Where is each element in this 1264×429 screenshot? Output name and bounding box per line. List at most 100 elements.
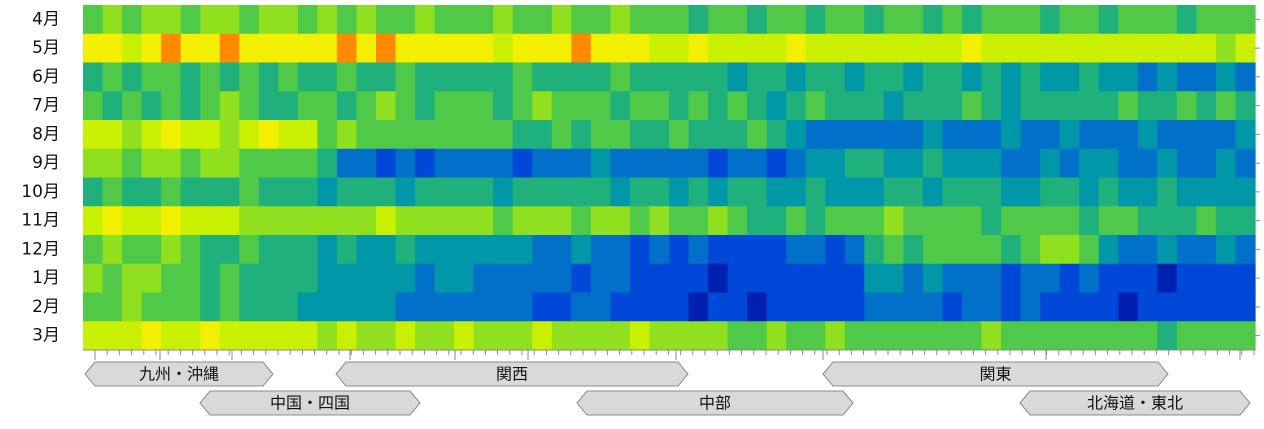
heat-cell bbox=[356, 292, 377, 322]
heat-cell bbox=[336, 263, 358, 293]
heat-cell bbox=[161, 148, 182, 178]
heat-cell bbox=[141, 91, 162, 121]
heat-cell bbox=[688, 33, 709, 63]
heat-cell bbox=[805, 235, 826, 265]
heat-cell bbox=[1235, 235, 1256, 265]
heat-cell bbox=[376, 292, 397, 322]
heat-cell bbox=[669, 177, 690, 207]
heat-cell bbox=[571, 148, 592, 178]
heat-cell bbox=[551, 206, 572, 236]
heat-cell bbox=[649, 5, 670, 35]
heat-cell bbox=[1176, 321, 1197, 351]
heat-cell bbox=[141, 177, 162, 207]
heat-cell bbox=[336, 206, 358, 236]
heat-cell bbox=[844, 148, 865, 178]
heat-cell bbox=[278, 206, 299, 236]
row-label: 1月 bbox=[32, 268, 60, 288]
heat-cell bbox=[883, 91, 904, 121]
row-label: 3月 bbox=[32, 326, 60, 346]
heat-cell bbox=[200, 263, 221, 293]
heat-cell bbox=[532, 177, 553, 207]
heat-cell bbox=[317, 5, 338, 35]
heat-cell bbox=[922, 91, 944, 121]
heat-cell bbox=[1196, 292, 1217, 322]
heat-cell bbox=[473, 321, 494, 351]
heat-cell bbox=[942, 321, 963, 351]
heat-cell bbox=[1001, 33, 1022, 63]
heat-cell bbox=[747, 177, 768, 207]
heat-cell bbox=[1235, 33, 1256, 63]
heat-cell bbox=[532, 321, 553, 351]
heat-cell bbox=[1020, 148, 1041, 178]
heat-cell bbox=[278, 235, 299, 265]
heat-cell bbox=[962, 321, 983, 351]
heat-cell bbox=[1176, 263, 1197, 293]
heat-cell bbox=[1157, 120, 1178, 150]
heat-cell bbox=[1137, 5, 1158, 35]
row-label: 9月 bbox=[32, 153, 60, 173]
heat-cell bbox=[493, 120, 514, 150]
heat-cell bbox=[610, 235, 631, 265]
heat-cell bbox=[200, 33, 221, 63]
heat-cell bbox=[922, 62, 944, 92]
heat-cell bbox=[766, 321, 787, 351]
heat-cell bbox=[1118, 5, 1139, 35]
heat-cell bbox=[825, 177, 846, 207]
region-banner bbox=[335, 361, 689, 387]
heat-cell bbox=[239, 263, 260, 293]
heat-cell bbox=[864, 206, 885, 236]
heat-cell bbox=[903, 292, 924, 322]
heat-cell bbox=[962, 148, 983, 178]
heat-cell bbox=[922, 148, 944, 178]
heat-cell bbox=[1196, 5, 1217, 35]
heat-cell bbox=[1157, 263, 1178, 293]
heat-cell bbox=[473, 263, 494, 293]
heat-cell bbox=[805, 33, 826, 63]
heat-cell bbox=[883, 206, 904, 236]
heat-cell bbox=[532, 148, 553, 178]
heat-cell bbox=[1079, 33, 1100, 63]
heat-cell bbox=[454, 91, 475, 121]
heat-cell bbox=[1215, 177, 1237, 207]
heat-cell bbox=[532, 206, 553, 236]
heat-cell bbox=[141, 62, 162, 92]
heat-cell bbox=[805, 120, 826, 150]
heat-cell bbox=[1235, 263, 1256, 293]
heat-cell bbox=[1001, 5, 1022, 35]
heat-cell bbox=[180, 120, 201, 150]
heat-cell bbox=[336, 292, 358, 322]
heat-cell bbox=[610, 206, 631, 236]
heat-cell bbox=[1098, 177, 1119, 207]
heat-cell bbox=[571, 292, 592, 322]
heat-cell bbox=[1196, 235, 1217, 265]
heat-cell bbox=[981, 321, 1002, 351]
heat-cell bbox=[551, 120, 572, 150]
heat-cell bbox=[512, 292, 533, 322]
heat-cell bbox=[122, 120, 143, 150]
heat-cell bbox=[395, 91, 416, 121]
heat-cell bbox=[200, 321, 221, 351]
heat-cell bbox=[434, 91, 455, 121]
heat-cell bbox=[571, 5, 592, 35]
heat-cell bbox=[219, 263, 240, 293]
heat-cell bbox=[649, 62, 670, 92]
heat-cell bbox=[1157, 5, 1178, 35]
heat-cell bbox=[903, 33, 924, 63]
heat-cell bbox=[903, 235, 924, 265]
heat-cell bbox=[727, 5, 748, 35]
heat-cell bbox=[786, 177, 807, 207]
heat-cell bbox=[942, 235, 963, 265]
heat-cell bbox=[1176, 5, 1197, 35]
heat-cell bbox=[434, 206, 455, 236]
heat-cell bbox=[1176, 62, 1197, 92]
heat-cell bbox=[766, 235, 787, 265]
heat-cell bbox=[297, 177, 318, 207]
heat-cell bbox=[180, 5, 201, 35]
heat-cell bbox=[1079, 5, 1100, 35]
heat-cell bbox=[141, 33, 162, 63]
heat-cell bbox=[571, 263, 592, 293]
heat-cell bbox=[161, 62, 182, 92]
heat-cell bbox=[766, 263, 787, 293]
heat-cell bbox=[200, 5, 221, 35]
heat-cell bbox=[708, 292, 729, 322]
